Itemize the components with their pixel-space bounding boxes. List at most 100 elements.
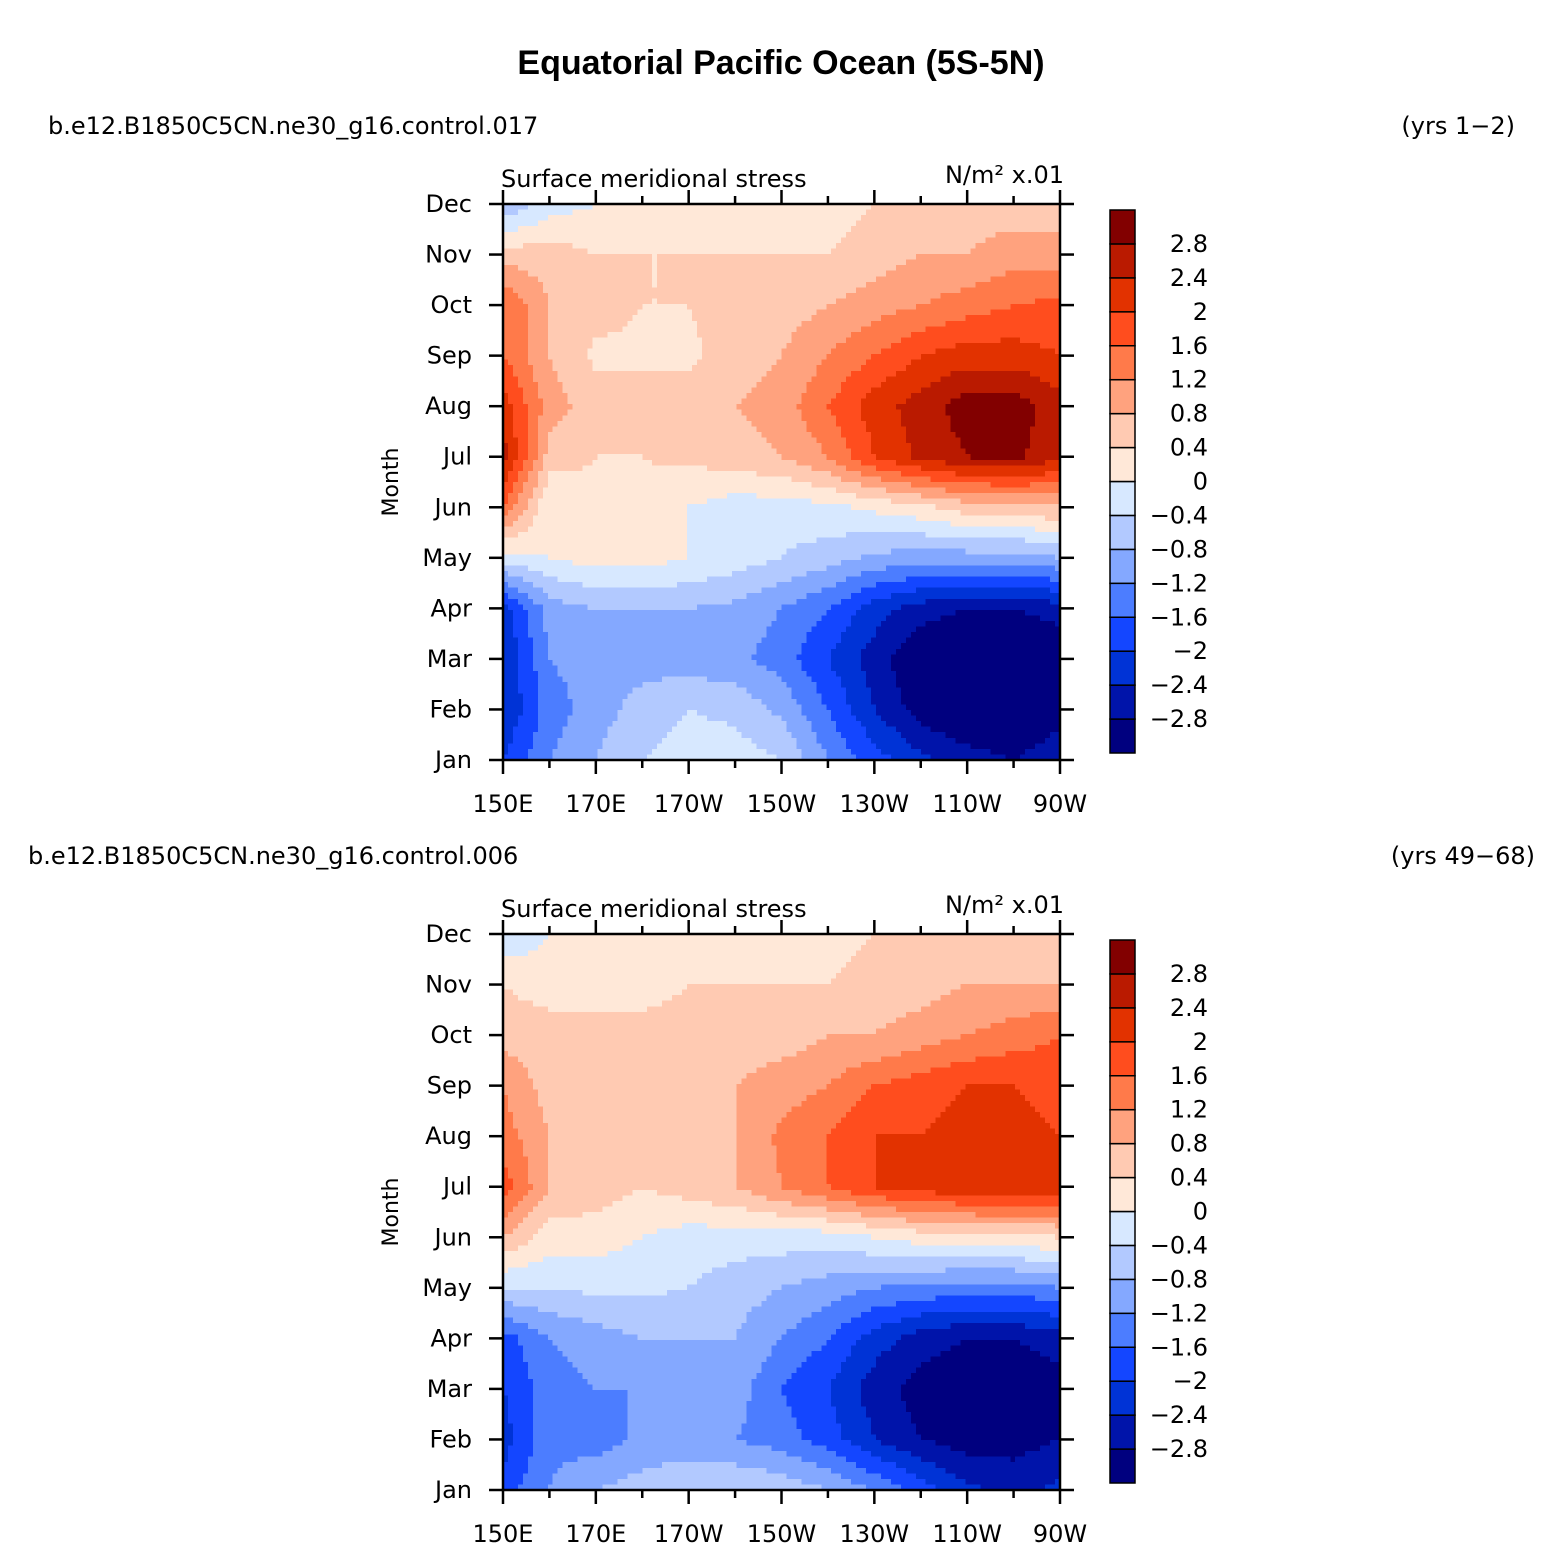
field-cell (622, 248, 628, 255)
field-cell (577, 315, 584, 322)
field-cell (885, 292, 892, 300)
field-cell (547, 387, 554, 394)
field-cell (990, 220, 996, 227)
field-cell (1055, 431, 1060, 439)
field-cell (642, 287, 648, 294)
field-cell (1045, 393, 1051, 400)
field-cell (985, 315, 991, 322)
field-cell (537, 248, 544, 255)
field-cell (955, 326, 962, 333)
field-cell (861, 276, 867, 283)
field-cell (682, 304, 688, 311)
field-cell (602, 393, 609, 400)
field-cell (880, 215, 887, 222)
field-cell (801, 359, 807, 366)
field-cell (522, 448, 529, 455)
field-cell (816, 276, 822, 283)
field-cell (761, 387, 768, 394)
field-cell (925, 431, 932, 439)
field-cell (1010, 348, 1016, 355)
field-cell (965, 226, 972, 233)
field-cell (925, 420, 932, 427)
field-cell (950, 398, 957, 405)
field-cell (935, 298, 942, 305)
field-cell (672, 242, 678, 250)
field-cell (811, 387, 817, 394)
field-cell (950, 270, 957, 277)
field-cell (532, 254, 539, 261)
field-cell (503, 292, 509, 300)
field-cell (667, 276, 673, 283)
field-cell (577, 281, 584, 288)
field-cell (1015, 398, 1021, 405)
field-cell (910, 337, 917, 344)
field-cell (647, 326, 653, 333)
field-cell (617, 398, 623, 405)
field-cell (875, 431, 882, 439)
field-cell (821, 415, 827, 422)
field-cell (672, 354, 678, 361)
field-cell (806, 298, 812, 305)
field-cell (691, 337, 698, 344)
field-cell (880, 226, 887, 233)
field-cell (706, 420, 713, 427)
field-cell (771, 337, 778, 344)
field-cell (781, 281, 788, 288)
field-cell (647, 409, 653, 416)
field-cell (781, 443, 788, 450)
field-cell (1020, 337, 1026, 344)
field-cell (652, 259, 658, 266)
field-cell (836, 292, 842, 300)
field-cell (746, 326, 753, 333)
field-cell (532, 298, 539, 305)
field-cell (512, 326, 519, 333)
field-cell (622, 376, 628, 383)
field-cell (910, 420, 917, 427)
field-cell (657, 298, 663, 305)
field-cell (771, 220, 778, 227)
field-cell (895, 315, 902, 322)
field-cell (871, 265, 877, 272)
field-cell (905, 337, 912, 344)
field-cell (731, 365, 738, 372)
field-cell (696, 398, 703, 405)
field-cell (895, 304, 902, 311)
field-cell (562, 420, 569, 427)
field-cell (1015, 248, 1021, 255)
field-cell (821, 426, 827, 433)
field-cell (1020, 387, 1026, 394)
field-cell (856, 387, 862, 394)
field-cell (846, 215, 852, 222)
field-cell (1010, 387, 1016, 394)
field-cell (672, 420, 678, 427)
field-cell (667, 315, 673, 322)
field-cell (866, 281, 872, 288)
field-cell (806, 393, 812, 400)
field-cell (542, 292, 549, 300)
field-cell (552, 348, 559, 355)
field-cell (597, 343, 604, 350)
field-cell (642, 298, 648, 305)
field-cell (672, 415, 678, 422)
field-cell (781, 359, 788, 366)
field-cell (766, 331, 773, 339)
field-cell (522, 248, 529, 255)
field-cell (706, 287, 713, 294)
field-cell (1045, 220, 1051, 227)
field-cell (1025, 359, 1031, 366)
field-cell (662, 298, 668, 305)
field-cell (622, 420, 628, 427)
field-cell (955, 376, 962, 383)
field-cell (736, 204, 743, 211)
field-cell (552, 309, 559, 316)
field-cell (866, 231, 872, 238)
field-cell (617, 315, 623, 322)
field-cell (1015, 343, 1021, 350)
field-cell (1030, 254, 1036, 261)
field-cell (861, 331, 867, 339)
field-cell (587, 365, 594, 372)
field-cell (547, 381, 554, 389)
field-cell (995, 248, 1001, 255)
field-cell (771, 242, 778, 250)
field-cell (602, 242, 609, 250)
